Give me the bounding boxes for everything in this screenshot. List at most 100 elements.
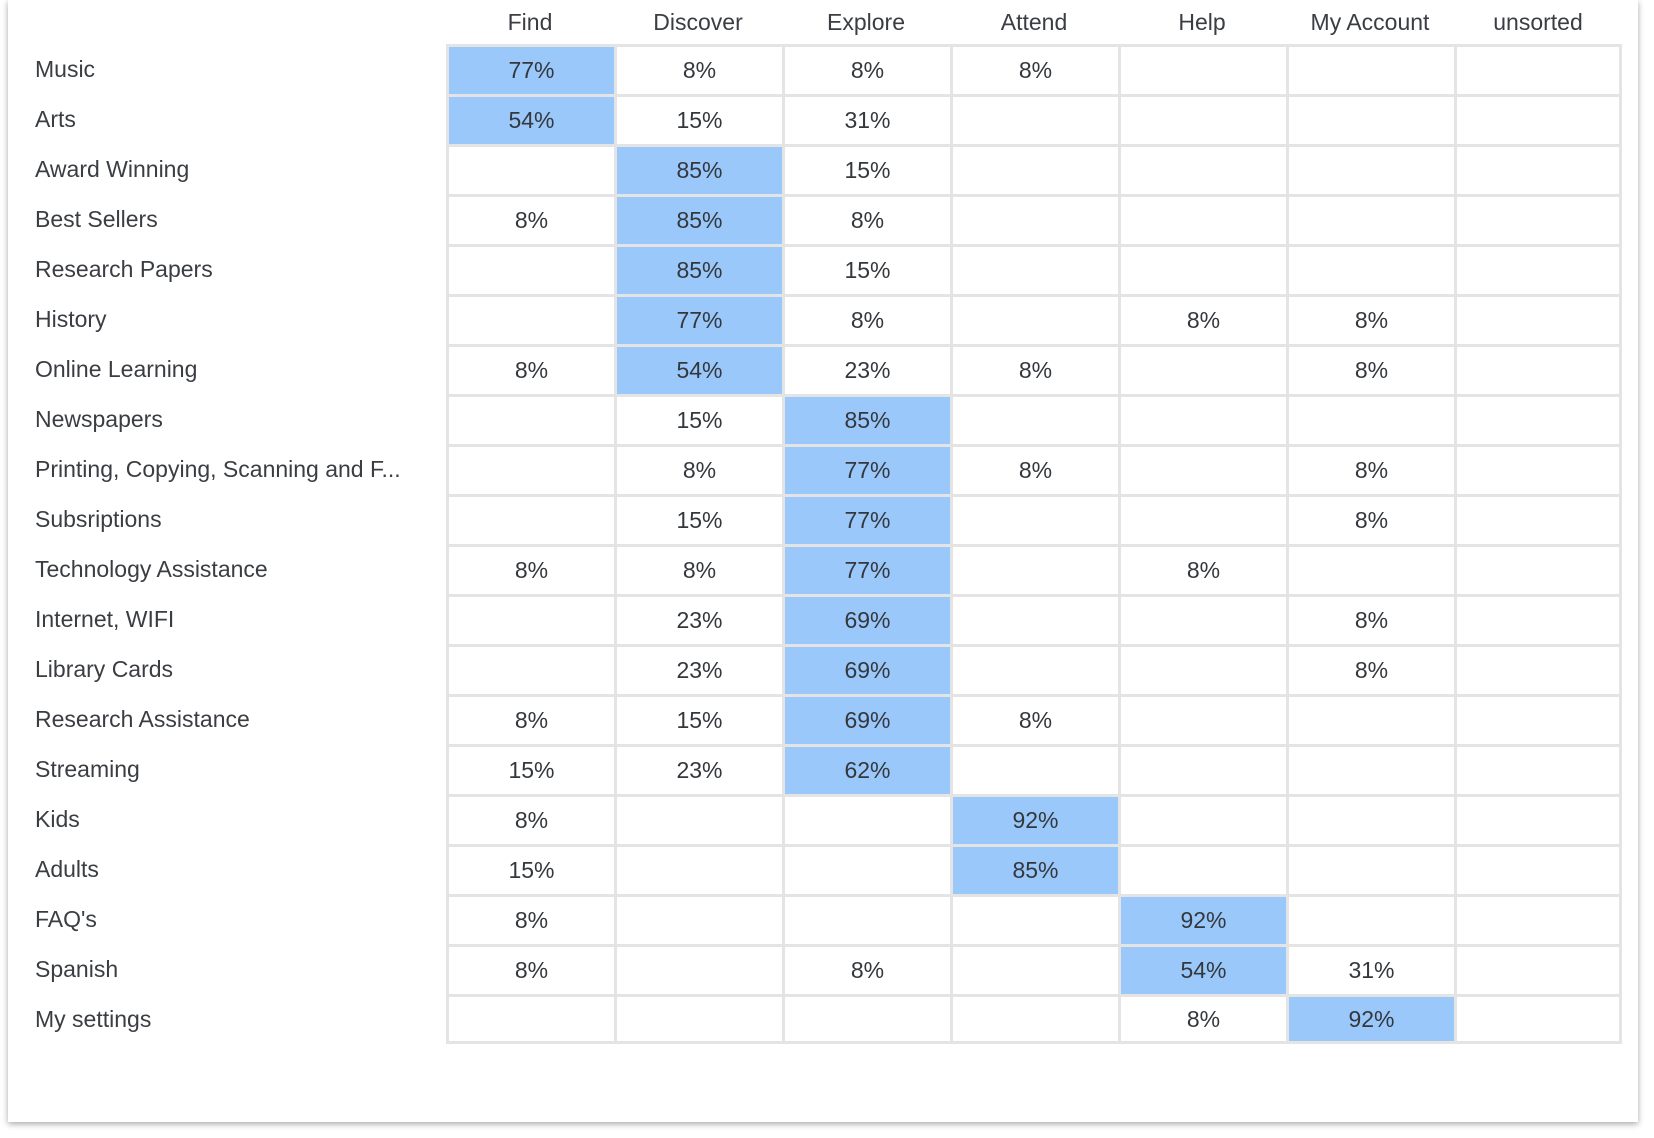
matrix-row: My settings 8% 92% [8, 994, 1622, 1044]
matrix-row: Best Sellers 8% 85% 8% [8, 194, 1622, 244]
percentage-cell [950, 994, 1118, 1044]
matrix-row: Subsriptions 15% 77% 8% [8, 494, 1622, 544]
card-label: Kids [35, 805, 80, 832]
percentage-cell: 54% [614, 344, 782, 394]
card-label: Spanish [35, 955, 119, 982]
matrix-row: Adults 15% 85% [8, 844, 1622, 894]
percentage-cell: 77% [782, 494, 950, 544]
percentage-cell [950, 644, 1118, 694]
percentage-cell [1118, 244, 1286, 294]
column-header: Explore [827, 8, 905, 35]
percentage-cell: 8% [1286, 594, 1454, 644]
card-label: Subsriptions [35, 505, 162, 532]
percentage-cell [1454, 144, 1622, 194]
percentage-cell [1118, 594, 1286, 644]
percentage-cell: 8% [446, 344, 614, 394]
percentage-cell [614, 894, 782, 944]
percentage-cell [1454, 394, 1622, 444]
percentage-cell [1454, 744, 1622, 794]
percentage-cell: 8% [950, 694, 1118, 744]
percentage-cell [1118, 344, 1286, 394]
percentage-cell: 77% [782, 444, 950, 494]
percentage-cell [1118, 194, 1286, 244]
card-label: Library Cards [35, 655, 174, 682]
matrix-row: Award Winning 85% 15% [8, 144, 1622, 194]
percentage-cell: 8% [782, 44, 950, 94]
percentage-cell: 85% [614, 244, 782, 294]
percentage-cell [1454, 794, 1622, 844]
percentage-cell: 8% [1286, 644, 1454, 694]
percentage-cell: 8% [950, 444, 1118, 494]
percentage-cell [1118, 444, 1286, 494]
matrix-row: Library Cards 23% 69% 8% [8, 644, 1622, 694]
percentage-cell [1454, 594, 1622, 644]
percentage-cell [950, 94, 1118, 144]
percentage-cell [1454, 844, 1622, 894]
percentage-cell: 77% [782, 544, 950, 594]
percentage-cell [950, 594, 1118, 644]
percentage-cell: 8% [446, 894, 614, 944]
percentage-cell [1454, 694, 1622, 744]
percentage-cell [950, 394, 1118, 444]
percentage-cell: 15% [782, 244, 950, 294]
percentage-cell: 8% [614, 544, 782, 594]
percentage-cell [1454, 994, 1622, 1044]
percentage-cell [1454, 494, 1622, 544]
percentage-cell: 62% [782, 744, 950, 794]
percentage-cell [614, 844, 782, 894]
percentage-cell: 31% [1286, 944, 1454, 994]
percentage-cell: 31% [782, 94, 950, 144]
percentage-cell [1118, 794, 1286, 844]
percentage-cell: 8% [1118, 994, 1286, 1044]
percentage-cell: 23% [614, 744, 782, 794]
percentage-cell [1286, 744, 1454, 794]
percentage-cell [446, 144, 614, 194]
percentage-cell: 69% [782, 694, 950, 744]
card-label: History [35, 305, 107, 332]
percentage-cell [1454, 44, 1622, 94]
card-label: Internet, WIFI [35, 605, 175, 632]
percentage-cell: 8% [1118, 294, 1286, 344]
percentage-cell [950, 194, 1118, 244]
column-header: Find [507, 8, 553, 35]
matrix-row: Online Learning 8% 54% 23% 8% 8% [8, 344, 1622, 394]
percentage-cell [614, 794, 782, 844]
percentage-cell [782, 844, 950, 894]
card-label: Printing, Copying, Scanning and F... [35, 455, 401, 482]
percentage-cell [1286, 244, 1454, 294]
percentage-cell [1286, 844, 1454, 894]
percentage-cell [950, 744, 1118, 794]
card-label: Arts [35, 105, 76, 132]
percentage-cell [1454, 944, 1622, 994]
percentage-cell [1118, 144, 1286, 194]
percentage-cell: 69% [782, 644, 950, 694]
corner-cell [8, 0, 446, 44]
percentage-cell: 8% [446, 944, 614, 994]
percentage-cell: 92% [950, 794, 1118, 844]
percentage-cell: 85% [782, 394, 950, 444]
percentage-cell: 8% [446, 194, 614, 244]
percentage-cell: 8% [1286, 444, 1454, 494]
matrix-row: Research Assistance 8% 15% 69% 8% [8, 694, 1622, 744]
card-label: Research Papers [35, 255, 213, 282]
matrix-row: Internet, WIFI 23% 69% 8% [8, 594, 1622, 644]
percentage-cell: 8% [446, 794, 614, 844]
matrix-row: Printing, Copying, Scanning and F... 8% 77… [8, 444, 1622, 494]
percentage-cell: 15% [614, 494, 782, 544]
card-label: Music [35, 55, 96, 82]
percentage-cell [446, 494, 614, 544]
percentage-cell: 8% [446, 694, 614, 744]
card-label: Technology Assistance [35, 555, 268, 582]
percentage-cell [1118, 44, 1286, 94]
matrix-row: Streaming 15% 23% 62% [8, 744, 1622, 794]
percentage-cell: 8% [782, 944, 950, 994]
percentage-cell: 8% [950, 344, 1118, 394]
matrix-body: Music 77% 8% 8% 8% Arts 54% 15% 31% Award Winning… [8, 44, 1622, 1044]
percentage-cell [1454, 894, 1622, 944]
card-sort-matrix: Find Discover Explore Attend Help My Account u… [8, 0, 1622, 1044]
percentage-cell [614, 994, 782, 1044]
percentage-cell: 54% [446, 94, 614, 144]
percentage-cell [1286, 544, 1454, 594]
percentage-cell: 92% [1118, 894, 1286, 944]
percentage-cell: 15% [614, 394, 782, 444]
